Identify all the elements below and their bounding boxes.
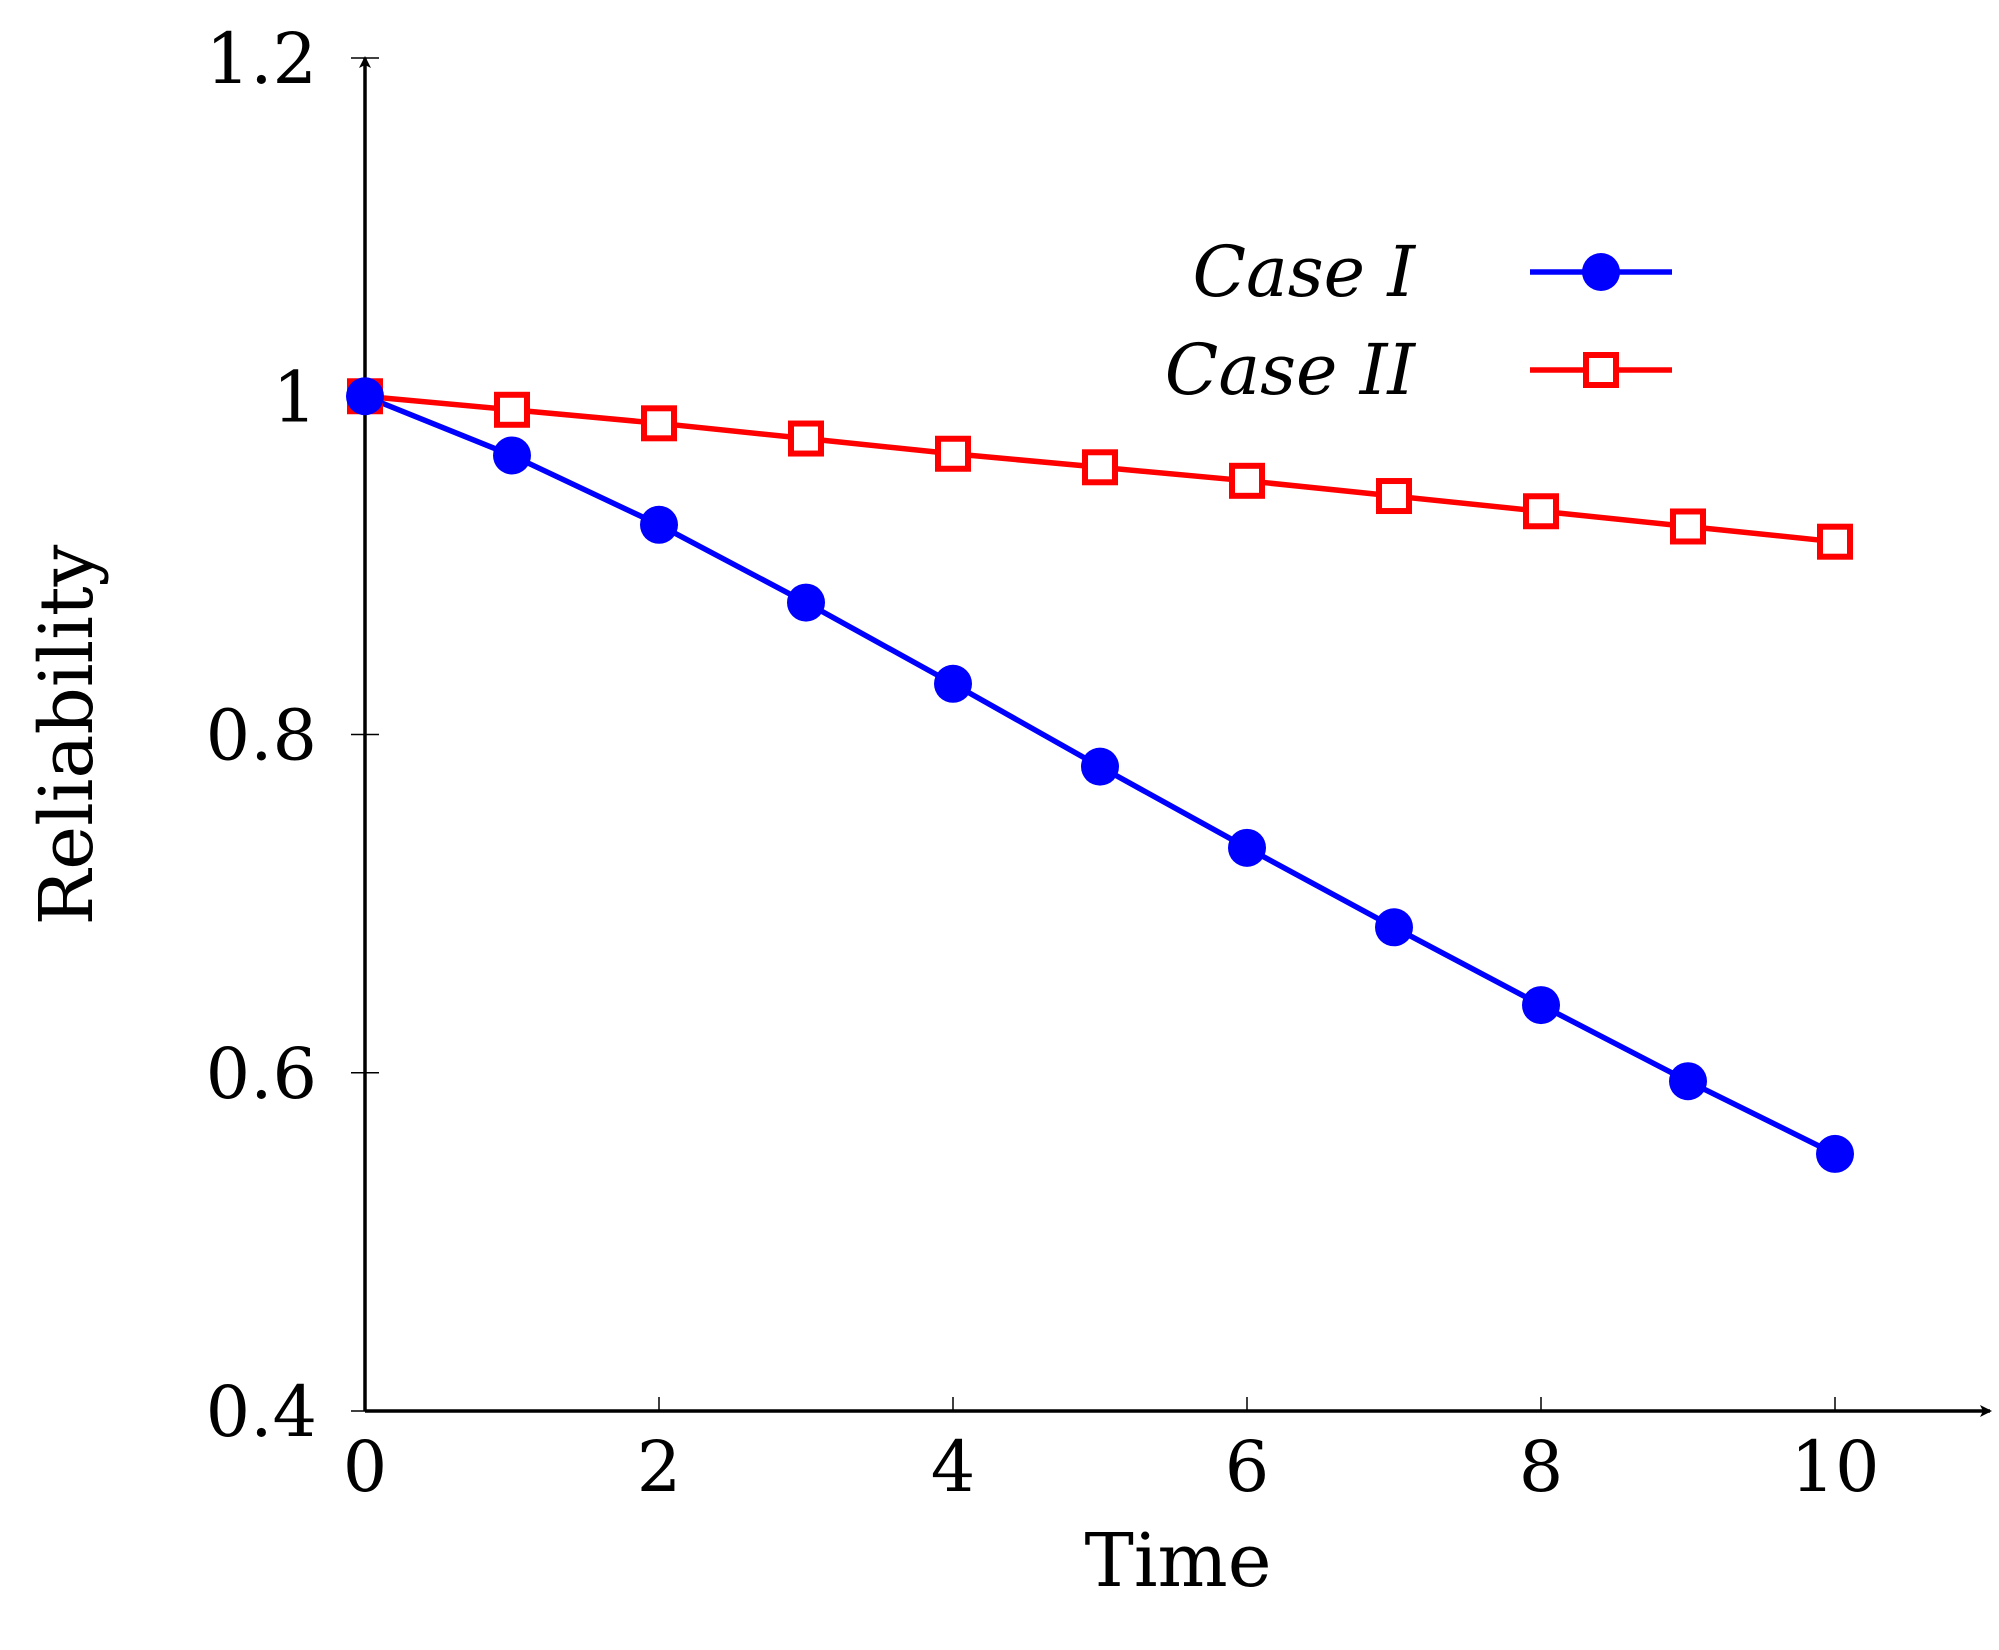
legend-label: Case II	[1165, 329, 1417, 411]
x-tick-label: 4	[931, 1426, 976, 1508]
data-point	[935, 435, 971, 472]
y-tick-label: 0.6	[206, 1033, 317, 1115]
y-tick-label: 0.8	[206, 695, 317, 777]
y-tick-label: 0.4	[206, 1371, 317, 1453]
data-point	[1082, 449, 1118, 486]
x-tick-label: 8	[1519, 1426, 1564, 1508]
data-point	[1816, 1134, 1854, 1173]
x-tick-label: 0	[343, 1426, 388, 1508]
y-axis-title: Reliability	[24, 544, 110, 925]
legend-label: Case I	[1192, 231, 1416, 313]
y-tick-label: 1.2	[206, 18, 317, 100]
data-point	[1522, 986, 1560, 1025]
data-point	[1523, 493, 1559, 530]
data-point	[1081, 747, 1119, 786]
data-point	[494, 391, 530, 428]
data-point	[1229, 462, 1265, 499]
data-point	[493, 436, 531, 475]
x-axis-title: Time	[1085, 1518, 1272, 1604]
x-tick-label: 6	[1225, 1426, 1270, 1508]
y-tick-label: 1	[272, 356, 317, 438]
data-point	[787, 583, 825, 622]
x-tick-label: 2	[637, 1426, 682, 1508]
data-point	[934, 664, 972, 703]
origin-overlap-point	[354, 385, 376, 408]
data-point	[641, 405, 677, 442]
data-point	[1228, 828, 1266, 867]
series-layer	[346, 377, 1854, 1173]
data-point	[1817, 523, 1853, 560]
data-point	[1670, 508, 1706, 545]
data-point	[1669, 1062, 1707, 1101]
data-point	[640, 505, 678, 544]
data-point	[1375, 908, 1413, 947]
legend-marker	[1583, 352, 1619, 388]
y-ticks: 0.4 0.6 0.8 1 1.2	[206, 18, 379, 1453]
data-point	[1376, 478, 1412, 515]
legend: Case I Case II	[1165, 231, 1672, 411]
legend-marker	[1582, 253, 1620, 291]
x-tick-label: 10	[1790, 1426, 1879, 1508]
x-ticks: 0 2 4 6 8 10	[343, 1397, 1880, 1508]
data-point	[788, 420, 824, 457]
